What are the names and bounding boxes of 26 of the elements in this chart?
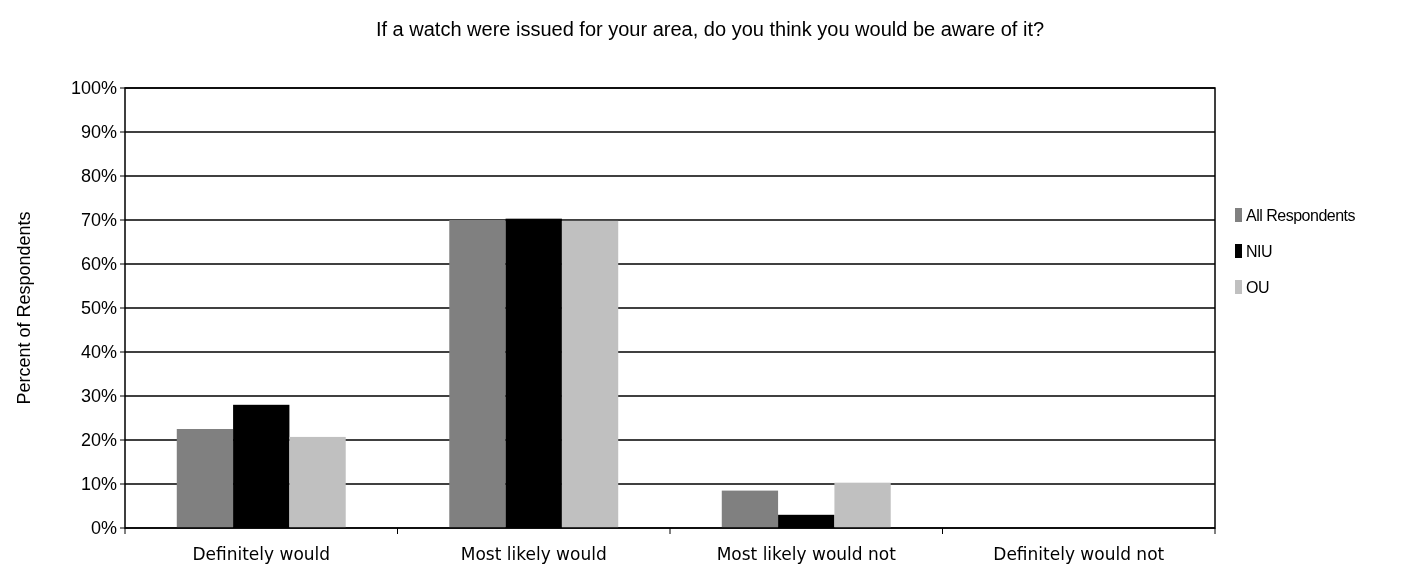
- bar: [561, 220, 619, 528]
- y-tick-label: 20%: [80, 430, 117, 451]
- y-tick-label: 0%: [90, 518, 117, 539]
- y-tick-label: 40%: [80, 342, 117, 363]
- bar: [449, 220, 506, 528]
- y-tick-label: 80%: [80, 166, 117, 187]
- legend-label: All Respondents: [1246, 206, 1356, 224]
- y-tick-label: 70%: [80, 210, 117, 231]
- y-tick-label: 30%: [80, 386, 117, 407]
- y-tick-label: 90%: [80, 122, 117, 143]
- legend-label: NIU: [1246, 242, 1273, 260]
- y-tick-label: 50%: [80, 298, 117, 319]
- x-tick-label: Definitely would not: [993, 544, 1165, 564]
- y-tick-label: 60%: [80, 254, 117, 275]
- y-axis-title: Percent of Respondents: [14, 211, 34, 405]
- bar: [721, 490, 779, 528]
- x-tick-label: Definitely would: [192, 544, 331, 564]
- bar: [834, 482, 891, 528]
- x-tick-label: Most likely would not: [716, 544, 897, 564]
- chart-title: If a watch were issued for your area, do you think you would be aware of it?: [375, 18, 1045, 40]
- bar: [289, 436, 346, 528]
- x-tick-label: Most likely would: [460, 544, 607, 564]
- y-tick-label: 100%: [70, 78, 117, 99]
- bar: [176, 429, 234, 528]
- y-tick-label: 10%: [80, 474, 117, 495]
- legend-label: OU: [1246, 278, 1269, 296]
